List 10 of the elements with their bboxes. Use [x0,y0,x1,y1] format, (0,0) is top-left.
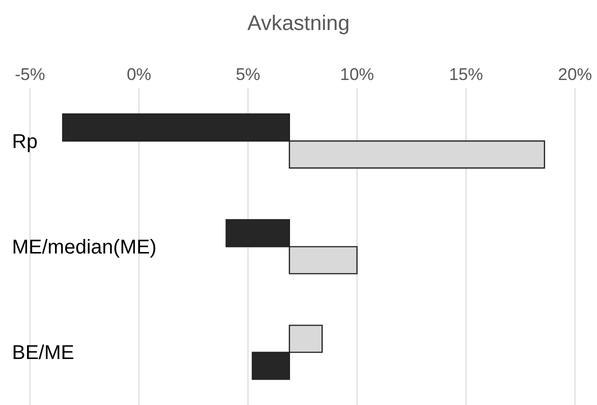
y-tick-label: Rp [12,130,38,153]
y-tick-label: BE/ME [12,342,74,364]
x-tick-label: -5% [14,65,46,84]
x-axis-title: Avkastning [246,12,351,36]
x-tick-label: 10% [340,65,374,84]
x-tick-label: 5% [236,65,260,84]
x-tick-label: 0% [126,65,152,84]
y-tick-label: ME/median(ME) [12,236,156,258]
x-tick-label: 20% [558,65,592,84]
x-tick-label: 15% [448,65,484,84]
